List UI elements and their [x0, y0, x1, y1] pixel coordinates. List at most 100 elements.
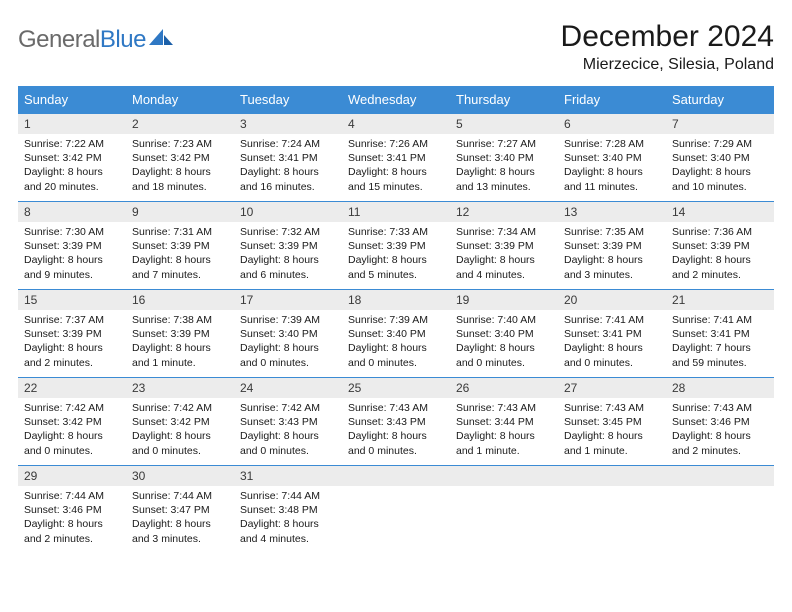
- sunset-text: Sunset: 3:40 PM: [456, 327, 552, 341]
- sunset-text: Sunset: 3:41 PM: [672, 327, 768, 341]
- logo-sail-icon: [149, 26, 175, 54]
- day-number: 28: [666, 378, 774, 398]
- day-body: Sunrise: 7:41 AMSunset: 3:41 PMDaylight:…: [666, 310, 774, 374]
- calendar-day-cell: [558, 466, 666, 554]
- daylight-line2: and 2 minutes.: [672, 444, 768, 458]
- calendar-day-cell: 31Sunrise: 7:44 AMSunset: 3:48 PMDayligh…: [234, 466, 342, 554]
- daylight-line1: Daylight: 8 hours: [240, 253, 336, 267]
- sunset-text: Sunset: 3:42 PM: [132, 415, 228, 429]
- sunrise-text: Sunrise: 7:37 AM: [24, 313, 120, 327]
- day-number: 5: [450, 114, 558, 134]
- weekday-header: Friday: [558, 86, 666, 114]
- sunset-text: Sunset: 3:41 PM: [240, 151, 336, 165]
- sunset-text: Sunset: 3:39 PM: [24, 327, 120, 341]
- daylight-line2: and 0 minutes.: [456, 356, 552, 370]
- sunset-text: Sunset: 3:42 PM: [24, 151, 120, 165]
- day-number: 8: [18, 202, 126, 222]
- day-number: 29: [18, 466, 126, 486]
- sunset-text: Sunset: 3:40 PM: [348, 327, 444, 341]
- sunrise-text: Sunrise: 7:38 AM: [132, 313, 228, 327]
- day-number: 1: [18, 114, 126, 134]
- daylight-line1: Daylight: 8 hours: [132, 341, 228, 355]
- daylight-line2: and 3 minutes.: [564, 268, 660, 282]
- daylight-line2: and 0 minutes.: [348, 444, 444, 458]
- calendar-week-row: 1Sunrise: 7:22 AMSunset: 3:42 PMDaylight…: [18, 114, 774, 202]
- day-number: 31: [234, 466, 342, 486]
- day-body: Sunrise: 7:24 AMSunset: 3:41 PMDaylight:…: [234, 134, 342, 198]
- calendar-day-cell: 26Sunrise: 7:43 AMSunset: 3:44 PMDayligh…: [450, 378, 558, 466]
- daylight-line2: and 0 minutes.: [564, 356, 660, 370]
- day-number: 25: [342, 378, 450, 398]
- day-body: Sunrise: 7:27 AMSunset: 3:40 PMDaylight:…: [450, 134, 558, 198]
- logo-text-blue: Blue: [100, 26, 146, 54]
- sunset-text: Sunset: 3:39 PM: [672, 239, 768, 253]
- day-body: Sunrise: 7:30 AMSunset: 3:39 PMDaylight:…: [18, 222, 126, 286]
- daylight-line1: Daylight: 8 hours: [672, 253, 768, 267]
- day-body: Sunrise: 7:32 AMSunset: 3:39 PMDaylight:…: [234, 222, 342, 286]
- calendar-day-cell: 29Sunrise: 7:44 AMSunset: 3:46 PMDayligh…: [18, 466, 126, 554]
- sunset-text: Sunset: 3:47 PM: [132, 503, 228, 517]
- calendar-day-cell: 23Sunrise: 7:42 AMSunset: 3:42 PMDayligh…: [126, 378, 234, 466]
- daylight-line1: Daylight: 8 hours: [240, 517, 336, 531]
- calendar-week-row: 15Sunrise: 7:37 AMSunset: 3:39 PMDayligh…: [18, 290, 774, 378]
- day-number: 4: [342, 114, 450, 134]
- day-number-empty: [666, 466, 774, 486]
- sunset-text: Sunset: 3:39 PM: [456, 239, 552, 253]
- sunrise-text: Sunrise: 7:39 AM: [240, 313, 336, 327]
- day-body: Sunrise: 7:37 AMSunset: 3:39 PMDaylight:…: [18, 310, 126, 374]
- daylight-line1: Daylight: 8 hours: [348, 165, 444, 179]
- sunset-text: Sunset: 3:40 PM: [564, 151, 660, 165]
- calendar-day-cell: 6Sunrise: 7:28 AMSunset: 3:40 PMDaylight…: [558, 114, 666, 202]
- daylight-line2: and 20 minutes.: [24, 180, 120, 194]
- sunset-text: Sunset: 3:43 PM: [240, 415, 336, 429]
- calendar-day-cell: 28Sunrise: 7:43 AMSunset: 3:46 PMDayligh…: [666, 378, 774, 466]
- day-number: 6: [558, 114, 666, 134]
- daylight-line1: Daylight: 8 hours: [564, 165, 660, 179]
- weekday-header: Tuesday: [234, 86, 342, 114]
- sunset-text: Sunset: 3:43 PM: [348, 415, 444, 429]
- day-number: 20: [558, 290, 666, 310]
- weekday-header: Sunday: [18, 86, 126, 114]
- sunrise-text: Sunrise: 7:29 AM: [672, 137, 768, 151]
- daylight-line2: and 0 minutes.: [24, 444, 120, 458]
- day-number: 24: [234, 378, 342, 398]
- calendar-day-cell: 11Sunrise: 7:33 AMSunset: 3:39 PMDayligh…: [342, 202, 450, 290]
- daylight-line1: Daylight: 8 hours: [24, 165, 120, 179]
- day-body: Sunrise: 7:43 AMSunset: 3:46 PMDaylight:…: [666, 398, 774, 462]
- day-body: Sunrise: 7:44 AMSunset: 3:48 PMDaylight:…: [234, 486, 342, 550]
- daylight-line1: Daylight: 8 hours: [24, 429, 120, 443]
- calendar-week-row: 22Sunrise: 7:42 AMSunset: 3:42 PMDayligh…: [18, 378, 774, 466]
- sunrise-text: Sunrise: 7:44 AM: [240, 489, 336, 503]
- sunrise-text: Sunrise: 7:43 AM: [456, 401, 552, 415]
- sunset-text: Sunset: 3:39 PM: [240, 239, 336, 253]
- sunrise-text: Sunrise: 7:42 AM: [24, 401, 120, 415]
- title-block: December 2024 Mierzecice, Silesia, Polan…: [561, 20, 774, 74]
- calendar-day-cell: 20Sunrise: 7:41 AMSunset: 3:41 PMDayligh…: [558, 290, 666, 378]
- day-number: 30: [126, 466, 234, 486]
- sunset-text: Sunset: 3:45 PM: [564, 415, 660, 429]
- calendar-day-cell: [666, 466, 774, 554]
- day-number-empty: [450, 466, 558, 486]
- sunrise-text: Sunrise: 7:43 AM: [564, 401, 660, 415]
- calendar-day-cell: 25Sunrise: 7:43 AMSunset: 3:43 PMDayligh…: [342, 378, 450, 466]
- daylight-line1: Daylight: 8 hours: [24, 341, 120, 355]
- day-number: 12: [450, 202, 558, 222]
- day-number: 14: [666, 202, 774, 222]
- calendar-day-cell: 30Sunrise: 7:44 AMSunset: 3:47 PMDayligh…: [126, 466, 234, 554]
- day-number: 21: [666, 290, 774, 310]
- calendar-day-cell: 24Sunrise: 7:42 AMSunset: 3:43 PMDayligh…: [234, 378, 342, 466]
- sunset-text: Sunset: 3:40 PM: [672, 151, 768, 165]
- calendar-day-cell: 21Sunrise: 7:41 AMSunset: 3:41 PMDayligh…: [666, 290, 774, 378]
- daylight-line1: Daylight: 8 hours: [348, 429, 444, 443]
- day-body: Sunrise: 7:44 AMSunset: 3:47 PMDaylight:…: [126, 486, 234, 550]
- day-number: 27: [558, 378, 666, 398]
- sunset-text: Sunset: 3:42 PM: [132, 151, 228, 165]
- day-body: Sunrise: 7:34 AMSunset: 3:39 PMDaylight:…: [450, 222, 558, 286]
- location-subtitle: Mierzecice, Silesia, Poland: [561, 56, 774, 74]
- logo-text-gray: General: [18, 26, 100, 54]
- daylight-line2: and 59 minutes.: [672, 356, 768, 370]
- sunset-text: Sunset: 3:46 PM: [672, 415, 768, 429]
- calendar-day-cell: 17Sunrise: 7:39 AMSunset: 3:40 PMDayligh…: [234, 290, 342, 378]
- sunrise-text: Sunrise: 7:26 AM: [348, 137, 444, 151]
- daylight-line2: and 13 minutes.: [456, 180, 552, 194]
